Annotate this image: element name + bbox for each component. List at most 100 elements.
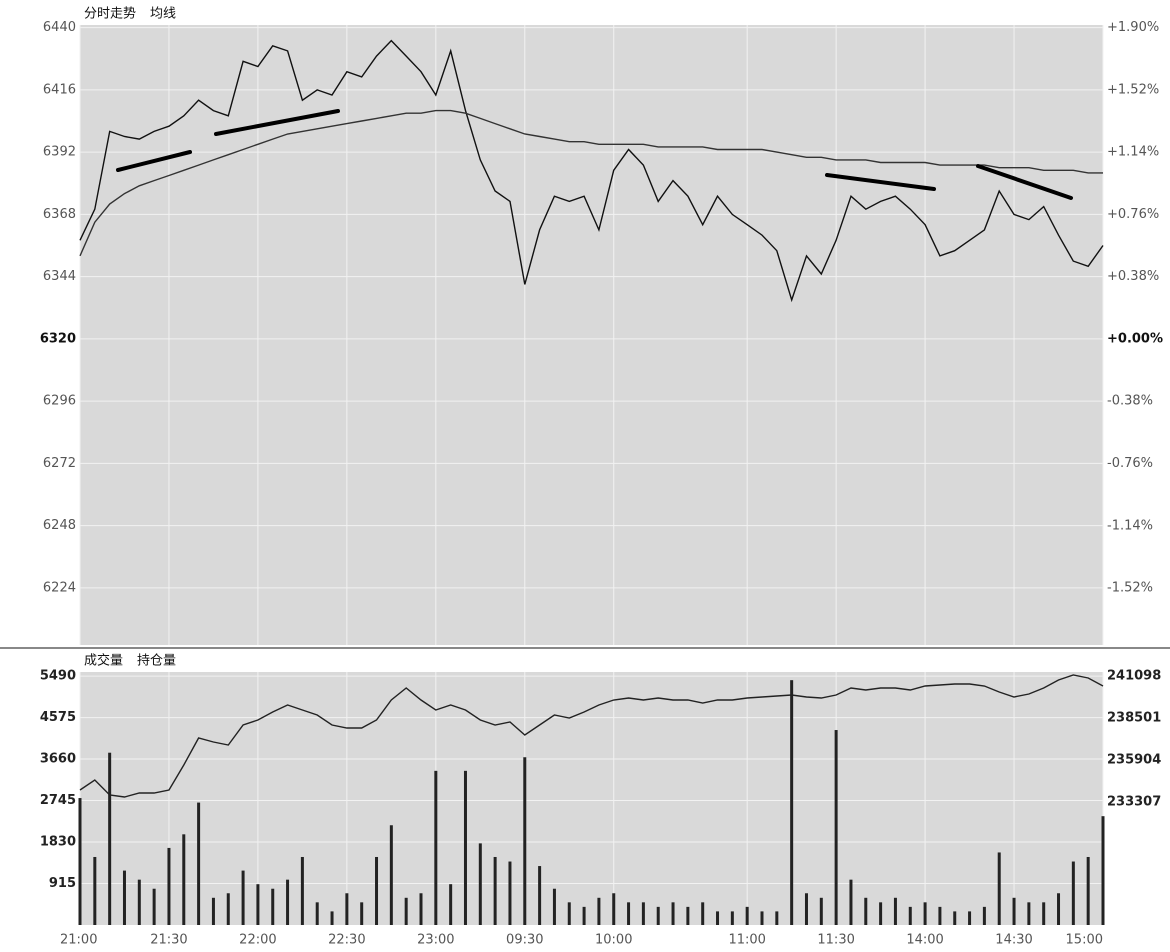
volume-bar bbox=[656, 906, 660, 925]
x-tick-label: 21:00 bbox=[60, 933, 97, 948]
volume-bar bbox=[597, 897, 601, 925]
legend-label: 成交量 bbox=[84, 653, 123, 669]
volume-bar bbox=[701, 902, 705, 925]
y-tick-label: 1830 bbox=[40, 835, 76, 850]
volume-bar bbox=[923, 902, 927, 925]
x-tick-label: 22:30 bbox=[328, 933, 365, 948]
trend-line bbox=[976, 164, 1073, 200]
x-tick-label: 09:30 bbox=[506, 933, 543, 948]
y2-tick-label: +0.76% bbox=[1107, 207, 1159, 222]
y-tick-label: 6368 bbox=[43, 207, 76, 222]
x-tick-label: 15:00 bbox=[1066, 933, 1103, 948]
volume-bar bbox=[523, 757, 527, 925]
volume-bar bbox=[834, 730, 838, 925]
x-tick-label: 14:00 bbox=[906, 933, 943, 948]
volume-bar bbox=[478, 843, 482, 925]
y-tick-label: 6344 bbox=[43, 269, 76, 284]
grid-layer bbox=[79, 25, 1104, 925]
y-tick-label: 915 bbox=[49, 876, 76, 891]
x-tick-label: 22:00 bbox=[239, 933, 276, 948]
plot-background bbox=[80, 25, 1103, 645]
x-tick-label: 11:00 bbox=[728, 933, 765, 948]
volume-bar bbox=[182, 834, 186, 925]
x-tick-label: 14:30 bbox=[995, 933, 1032, 948]
y-tick-label: 6392 bbox=[43, 145, 76, 160]
volume-bar bbox=[197, 802, 201, 925]
volume-bar bbox=[93, 856, 97, 925]
volume-bar bbox=[879, 902, 883, 925]
y2-tick-label: +0.00% bbox=[1107, 331, 1163, 346]
volume-bar bbox=[389, 825, 393, 925]
x-tick-label: 11:30 bbox=[817, 933, 854, 948]
y2-tick-label: 238501 bbox=[1107, 710, 1161, 725]
volume-bar bbox=[671, 902, 675, 925]
volume-bar bbox=[552, 888, 556, 925]
volume-bar bbox=[256, 884, 260, 925]
volume-bar bbox=[716, 911, 720, 925]
volume-bar bbox=[108, 752, 112, 925]
y2-tick-label: 233307 bbox=[1107, 795, 1161, 810]
volume-bar bbox=[775, 911, 779, 925]
volume-bar bbox=[1101, 816, 1105, 925]
volume-bar bbox=[1071, 861, 1075, 925]
y2-tick-label: +0.38% bbox=[1107, 269, 1159, 284]
volume-bar bbox=[790, 680, 794, 925]
y-tick-label: 3660 bbox=[40, 752, 76, 767]
volume-bar bbox=[463, 770, 467, 925]
marks-layer bbox=[78, 39, 1105, 925]
volume-bar bbox=[286, 879, 290, 925]
y-tick-label: 4575 bbox=[40, 710, 76, 725]
volume-bar bbox=[330, 911, 334, 925]
volume-bar bbox=[1027, 902, 1031, 925]
volume-bar bbox=[78, 798, 82, 925]
volume-bar bbox=[804, 893, 808, 925]
y-tick-label: 6296 bbox=[43, 394, 76, 409]
volume-bar bbox=[641, 902, 645, 925]
volume-bar bbox=[760, 911, 764, 925]
volume-bar bbox=[908, 906, 912, 925]
volume-bar bbox=[493, 856, 497, 925]
y-tick-label: 6248 bbox=[43, 518, 76, 533]
labels-layer: 6440 6416 6392 6368 6344 6320 6296 6272 6248 6224… bbox=[40, 6, 1163, 948]
volume-bar bbox=[938, 906, 942, 925]
chart-layer: 6440 6416 6392 6368 6344 6320 6296 6272 6248 6224… bbox=[40, 6, 1163, 948]
plot-background bbox=[80, 672, 1103, 925]
y-tick-label: 6320 bbox=[40, 331, 76, 346]
volume-bar bbox=[271, 888, 275, 925]
legend-label: 分时走势 bbox=[84, 6, 136, 22]
volume-bar bbox=[1086, 856, 1090, 925]
y2-tick-label: -1.52% bbox=[1107, 581, 1153, 596]
volume-bar bbox=[345, 893, 349, 925]
volume-bar bbox=[538, 866, 542, 925]
y2-tick-label: -1.14% bbox=[1107, 518, 1153, 533]
volume-bar bbox=[819, 897, 823, 925]
volume-bar bbox=[968, 911, 972, 925]
volume-bar bbox=[627, 902, 631, 925]
y2-tick-label: 235904 bbox=[1107, 752, 1161, 767]
series-line bbox=[79, 674, 1104, 798]
volume-bar bbox=[375, 856, 379, 925]
volume-bar bbox=[1012, 897, 1016, 925]
volume-bar bbox=[1057, 893, 1061, 925]
volume-bar bbox=[997, 852, 1001, 925]
volume-bar bbox=[730, 911, 734, 925]
volume-bar bbox=[122, 870, 126, 925]
volume-bar bbox=[893, 897, 897, 925]
volume-bar bbox=[167, 847, 171, 925]
volume-bar bbox=[419, 893, 423, 925]
volume-bar bbox=[300, 856, 304, 925]
volume-bar bbox=[567, 902, 571, 925]
trend-line bbox=[825, 173, 936, 191]
trend-line bbox=[214, 109, 340, 136]
legend-label: 均线 bbox=[150, 7, 176, 22]
y2-tick-label: -0.76% bbox=[1107, 456, 1153, 471]
y2-tick-label: +1.52% bbox=[1107, 82, 1159, 97]
legend-label: 持仓量 bbox=[137, 654, 176, 669]
volume-bar bbox=[508, 861, 512, 925]
y2-tick-label: +1.90% bbox=[1107, 20, 1159, 35]
series-line bbox=[79, 39, 1104, 303]
volume-bar bbox=[360, 902, 364, 925]
volume-bar bbox=[241, 870, 245, 925]
volume-bar bbox=[226, 893, 230, 925]
